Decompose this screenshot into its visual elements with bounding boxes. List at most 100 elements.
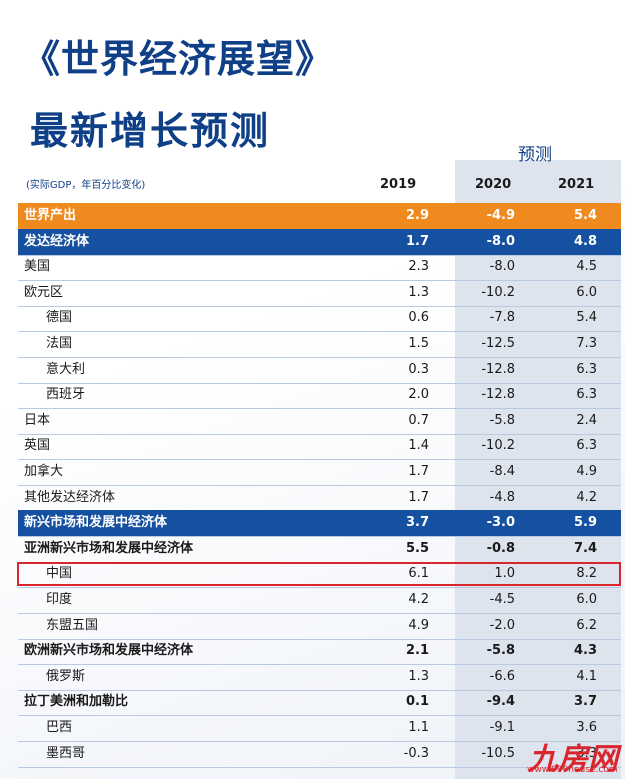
value-cell: 7.3 bbox=[576, 336, 597, 351]
table-row: 美国 2.3 -8.0 4.5 bbox=[18, 254, 621, 282]
watermark-url: www.999house.com bbox=[527, 765, 618, 775]
value-cell: 3.3 bbox=[576, 745, 597, 761]
value-cell: 1.7 bbox=[408, 464, 429, 479]
watermark: 九房网 bbox=[528, 742, 618, 777]
row-label: 其他发达经济体 bbox=[24, 489, 116, 505]
value-cell: 0.6 bbox=[408, 310, 429, 326]
value-cell: -2.0 bbox=[489, 617, 515, 633]
value-cell: 4.5 bbox=[576, 259, 597, 275]
forecast-label: 预测 bbox=[518, 145, 552, 165]
table-row: 日本 0.7 -5.8 2.4 bbox=[18, 408, 621, 435]
value-cell: 1.3 bbox=[408, 668, 429, 684]
value-cell: 1.7 bbox=[408, 489, 429, 505]
table-row: 东盟五国 4.9 -2.0 6.2 bbox=[18, 613, 621, 640]
value-cell: 2.1 bbox=[405, 643, 429, 659]
table-row: 加拿大 1.7 -8.4 4.9 bbox=[18, 459, 621, 486]
row-label: 巴西 bbox=[46, 720, 73, 735]
value-cell: -3.0 bbox=[486, 515, 515, 531]
table-row: 世界产出 2.9 -4.9 5.4 bbox=[18, 203, 621, 230]
table-row: 亚洲新兴市场和发展中经济体 5.5 -0.8 7.4 bbox=[18, 536, 621, 563]
value-cell: -4.8 bbox=[489, 489, 515, 505]
value-cell: 4.3 bbox=[573, 643, 597, 659]
value-cell: -9.4 bbox=[486, 694, 515, 710]
subtitle: 最新增长预测 bbox=[30, 109, 271, 153]
row-label: 欧元区 bbox=[24, 284, 64, 300]
value-cell: -5.8 bbox=[489, 412, 515, 428]
table-row: 拉丁美洲和加勒比 0.1 -9.4 3.7 bbox=[18, 689, 621, 717]
value-cell: -4.5 bbox=[489, 592, 515, 607]
row-label: 欧洲新兴市场和发展中经济体 bbox=[24, 643, 194, 659]
row-label: 亚洲新兴市场和发展中经济体 bbox=[24, 540, 194, 556]
value-cell: 6.3 bbox=[576, 438, 597, 454]
unit-note: (实际GDP，年百分比变化) bbox=[26, 180, 146, 191]
row-label: 德国 bbox=[46, 310, 73, 326]
value-cell: -5.8 bbox=[486, 643, 515, 659]
table-row: 意大利 0.3 -12.8 6.3 bbox=[18, 357, 621, 384]
table-row: 欧洲新兴市场和发展中经济体 2.1 -5.8 4.3 bbox=[18, 638, 621, 666]
row-label: 美国 bbox=[24, 259, 51, 275]
value-cell: 4.2 bbox=[576, 489, 597, 505]
table-row: 中国 6.1 1.0 8.2 bbox=[18, 561, 621, 589]
row-label: 俄罗斯 bbox=[46, 668, 86, 684]
value-cell: -8.0 bbox=[486, 233, 515, 249]
row-label: 墨西哥 bbox=[46, 745, 86, 761]
value-cell: 5.4 bbox=[573, 208, 597, 223]
value-cell: -0.8 bbox=[486, 540, 515, 556]
year-header: 2021 bbox=[558, 177, 595, 192]
forecast-band bbox=[455, 160, 621, 779]
value-cell: -10.5 bbox=[481, 745, 515, 761]
row-label: 英国 bbox=[24, 438, 51, 454]
table-row: 印度 4.2 -4.5 6.0 bbox=[18, 587, 621, 614]
value-cell: 4.8 bbox=[573, 233, 597, 249]
year-header: 2020 bbox=[475, 177, 512, 192]
value-cell: -10.2 bbox=[481, 438, 515, 454]
value-cell: 1.4 bbox=[408, 438, 429, 454]
value-cell: -10.2 bbox=[481, 284, 515, 300]
table-row: 西班牙 2.0 -12.8 6.3 bbox=[18, 382, 621, 410]
value-cell: 6.2 bbox=[576, 617, 597, 633]
value-cell: 0.7 bbox=[408, 412, 429, 428]
value-cell: 3.7 bbox=[573, 694, 597, 710]
value-cell: -7.8 bbox=[489, 310, 515, 326]
value-cell: 2.4 bbox=[576, 412, 597, 428]
value-cell: 0.3 bbox=[408, 361, 429, 377]
value-cell: 6.1 bbox=[408, 566, 429, 582]
value-cell: 6.3 bbox=[576, 387, 597, 403]
table-row: 德国 0.6 -7.8 5.4 bbox=[18, 305, 621, 333]
value-cell: 1.5 bbox=[408, 336, 429, 351]
table-row: 俄罗斯 1.3 -6.6 4.1 bbox=[18, 664, 621, 691]
value-cell: 0.1 bbox=[405, 694, 429, 710]
row-label: 发达经济体 bbox=[24, 233, 90, 249]
table-row: 墨西哥 -0.3 -10.5 3.3 bbox=[18, 741, 621, 768]
row-label: 加拿大 bbox=[24, 464, 64, 479]
value-cell: -9.1 bbox=[489, 720, 515, 735]
table-row: 英国 1.4 -10.2 6.3 bbox=[18, 433, 621, 461]
value-cell: 1.7 bbox=[405, 233, 429, 249]
row-label: 法国 bbox=[46, 336, 73, 351]
value-cell: -6.6 bbox=[489, 668, 515, 684]
row-label: 拉丁美洲和加勒比 bbox=[24, 694, 129, 710]
value-cell: 6.0 bbox=[576, 284, 597, 300]
value-cell: 5.5 bbox=[405, 540, 429, 556]
value-cell: -8.0 bbox=[489, 259, 515, 275]
value-cell: -4.9 bbox=[486, 208, 515, 223]
value-cell: 4.9 bbox=[408, 617, 429, 633]
value-cell: -12.8 bbox=[481, 361, 515, 377]
value-cell: 6.0 bbox=[576, 592, 597, 607]
value-cell: 4.9 bbox=[576, 464, 597, 479]
row-label: 印度 bbox=[46, 592, 73, 607]
value-cell: 2.3 bbox=[408, 259, 429, 275]
row-label: 日本 bbox=[24, 412, 51, 428]
title: 《世界经济展望》 bbox=[22, 37, 335, 81]
table-row: 欧元区 1.3 -10.2 6.0 bbox=[18, 280, 621, 307]
value-cell: 4.2 bbox=[408, 592, 429, 607]
table-row: 其他发达经济体 1.7 -4.8 4.2 bbox=[18, 485, 621, 512]
value-cell: -12.8 bbox=[481, 387, 515, 403]
value-cell: 5.9 bbox=[573, 515, 597, 531]
value-cell: 1.0 bbox=[494, 566, 515, 582]
row-label: 中国 bbox=[46, 566, 73, 582]
table-row: 发达经济体 1.7 -8.0 4.8 bbox=[18, 228, 621, 256]
row-label: 世界产出 bbox=[24, 208, 77, 223]
value-cell: 3.7 bbox=[405, 515, 429, 531]
value-cell: 4.1 bbox=[576, 668, 597, 684]
